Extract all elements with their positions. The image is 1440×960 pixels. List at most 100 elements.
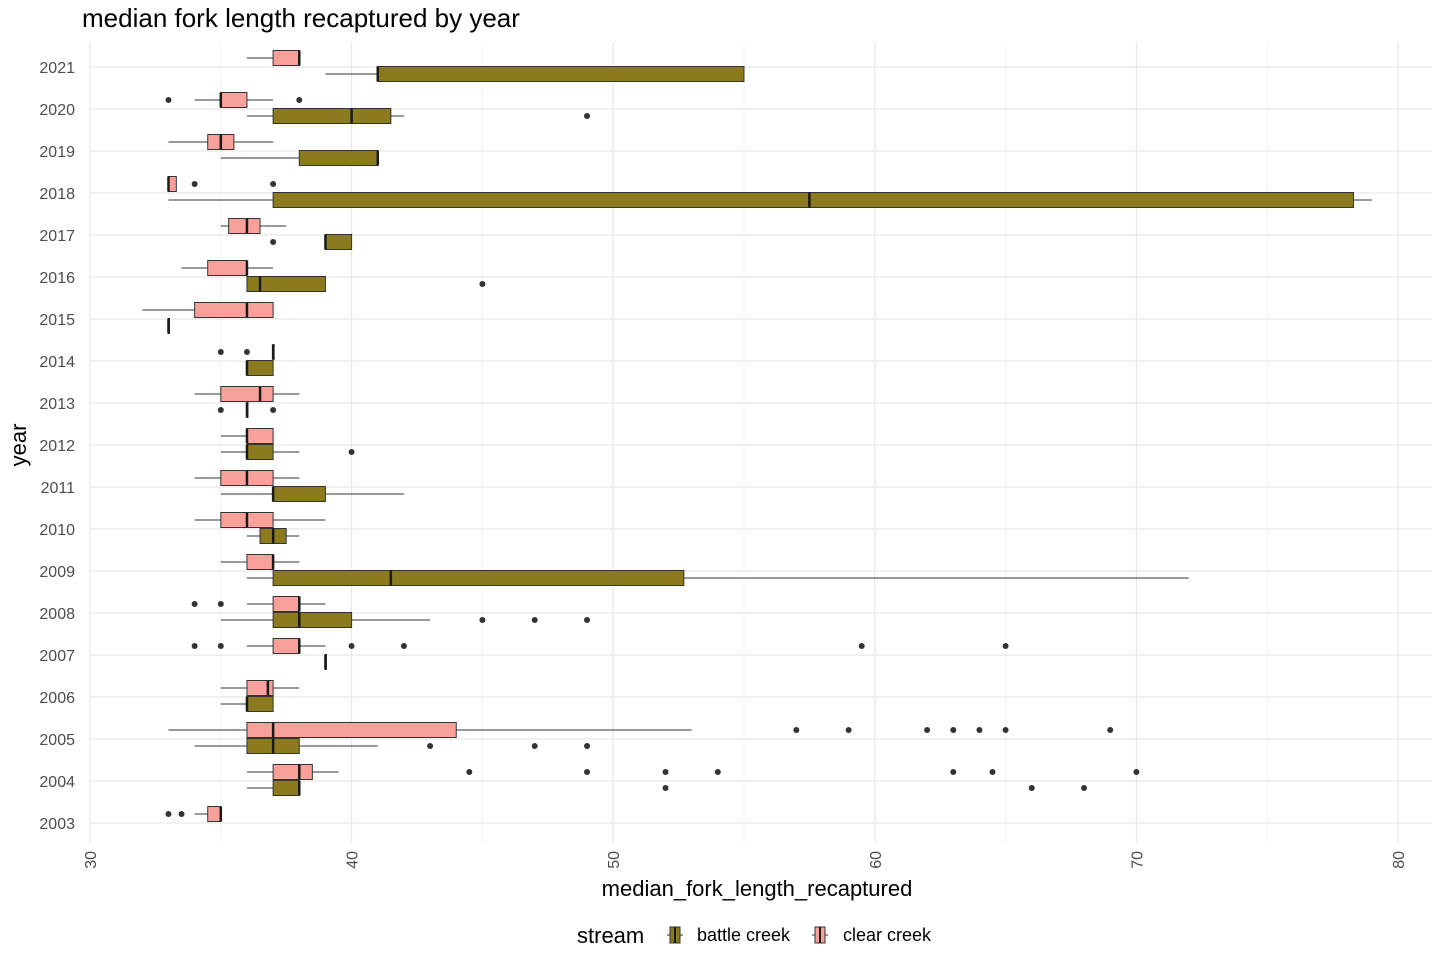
box-battle-creek-2010: [246, 528, 300, 544]
outlier-point: [584, 769, 591, 775]
legend-key-battle-creek: [667, 926, 683, 944]
outlier-point: [217, 407, 224, 413]
outlier-point: [714, 769, 721, 775]
y-axis-ticks: 2003 2004 2005 2006 2007 2008 2009 2010 2011 2012…: [39, 60, 75, 833]
box-iqr: [272, 108, 392, 124]
outlier-point: [950, 769, 957, 775]
y-tick-label: 2006: [39, 690, 75, 707]
outlier-point: [662, 769, 669, 775]
x-tick-label: 70: [1129, 851, 1146, 869]
y-tick-label: 2019: [39, 144, 75, 161]
box-clear-creek-2014: [217, 344, 275, 360]
legend-title: stream: [577, 923, 644, 948]
box-battle-creek-2016: [246, 276, 486, 292]
box-clear-creek-2005: [168, 722, 1114, 738]
y-tick-label: 2012: [39, 438, 75, 455]
y-tick-label: 2020: [39, 102, 75, 119]
box-iqr: [377, 66, 745, 82]
x-tick-label: 40: [345, 851, 362, 869]
x-axis-ticks: 30 40 50 60 70 80: [83, 851, 1408, 869]
box-battle-creek-2021: [325, 66, 745, 82]
box-iqr: [246, 276, 326, 292]
box-clear-creek-2010: [194, 512, 326, 528]
x-axis-title: median_fork_length_recaptured: [602, 876, 913, 901]
box-clear-creek-2018: [167, 176, 277, 192]
box-battle-creek-2020: [246, 108, 591, 124]
box-iqr: [272, 192, 1355, 208]
outlier-point: [191, 643, 198, 649]
box-iqr: [272, 638, 300, 654]
legend: stream battle creek clear creek: [577, 923, 932, 948]
y-tick-label: 2013: [39, 396, 75, 413]
box-iqr: [246, 428, 274, 444]
box-battle-creek-2005: [194, 738, 591, 754]
box-clear-creek-2007: [191, 638, 1009, 654]
outlier-point: [178, 811, 185, 817]
y-tick-label: 2003: [39, 816, 75, 833]
box-battle-creek-2006: [220, 696, 274, 712]
box-clear-creek-2020: [165, 92, 303, 108]
outlier-point: [427, 743, 434, 749]
outlier-point: [165, 811, 172, 817]
outlier-point: [243, 349, 250, 355]
outlier-point: [976, 727, 983, 733]
y-tick-label: 2016: [39, 270, 75, 287]
box-iqr: [246, 554, 274, 570]
outlier-point: [400, 643, 407, 649]
y-tick-label: 2005: [39, 732, 75, 749]
box-iqr: [272, 780, 300, 796]
box-battle-creek-2014: [245, 360, 274, 376]
box-iqr: [246, 680, 274, 696]
outlier-point: [217, 643, 224, 649]
box-iqr: [246, 360, 274, 376]
box-iqr: [246, 722, 457, 738]
y-tick-label: 2018: [39, 186, 75, 203]
y-tick-label: 2009: [39, 564, 75, 581]
chart-title: median fork length recaptured by year: [82, 3, 520, 33]
outlier-point: [217, 601, 224, 607]
outlier-point: [217, 349, 224, 355]
box-clear-creek-2009: [220, 554, 300, 570]
box-iqr: [246, 696, 274, 712]
outlier-point: [1081, 785, 1088, 791]
y-tick-label: 2021: [39, 60, 75, 77]
outlier-point: [296, 97, 303, 103]
y-axis-title: year: [6, 424, 31, 467]
outlier-point: [191, 601, 198, 607]
outlier-point: [793, 727, 800, 733]
box-battle-creek-2017: [270, 234, 353, 250]
legend-label: battle creek: [697, 925, 791, 945]
box-battle-creek-2008: [220, 612, 591, 628]
outlier-point: [858, 643, 865, 649]
box-iqr: [207, 806, 222, 822]
box-clear-creek-2017: [220, 218, 287, 234]
outlier-point: [924, 727, 931, 733]
box-clear-creek-2021: [246, 50, 301, 66]
y-tick-label: 2011: [41, 480, 76, 497]
x-tick-label: 80: [1391, 851, 1408, 869]
box-iqr: [298, 150, 379, 166]
box-iqr: [207, 260, 248, 276]
box-iqr: [324, 234, 353, 250]
box-clear-creek-2013: [194, 386, 300, 402]
outlier-point: [531, 743, 538, 749]
box-clear-creek-2008: [191, 596, 326, 612]
outlier-point: [584, 743, 591, 749]
box-battle-creek-2009: [246, 570, 1189, 586]
box-iqr: [272, 596, 300, 612]
box-battle-creek-2015: [167, 318, 170, 334]
x-tick-label: 60: [868, 851, 885, 869]
box-battle-creek-2012: [220, 444, 355, 460]
outlier-point: [348, 643, 355, 649]
outlier-point: [845, 727, 852, 733]
y-tick-label: 2004: [39, 774, 75, 791]
box-iqr: [194, 302, 274, 318]
outlier-point: [191, 181, 198, 187]
box-clear-creek-2004: [246, 764, 1140, 780]
outlier-point: [479, 281, 486, 287]
outlier-point: [270, 181, 277, 187]
outlier-point: [1107, 727, 1114, 733]
box-iqr: [220, 92, 248, 108]
x-tick-label: 30: [83, 851, 100, 869]
legend-key-clear-creek: [812, 926, 828, 944]
